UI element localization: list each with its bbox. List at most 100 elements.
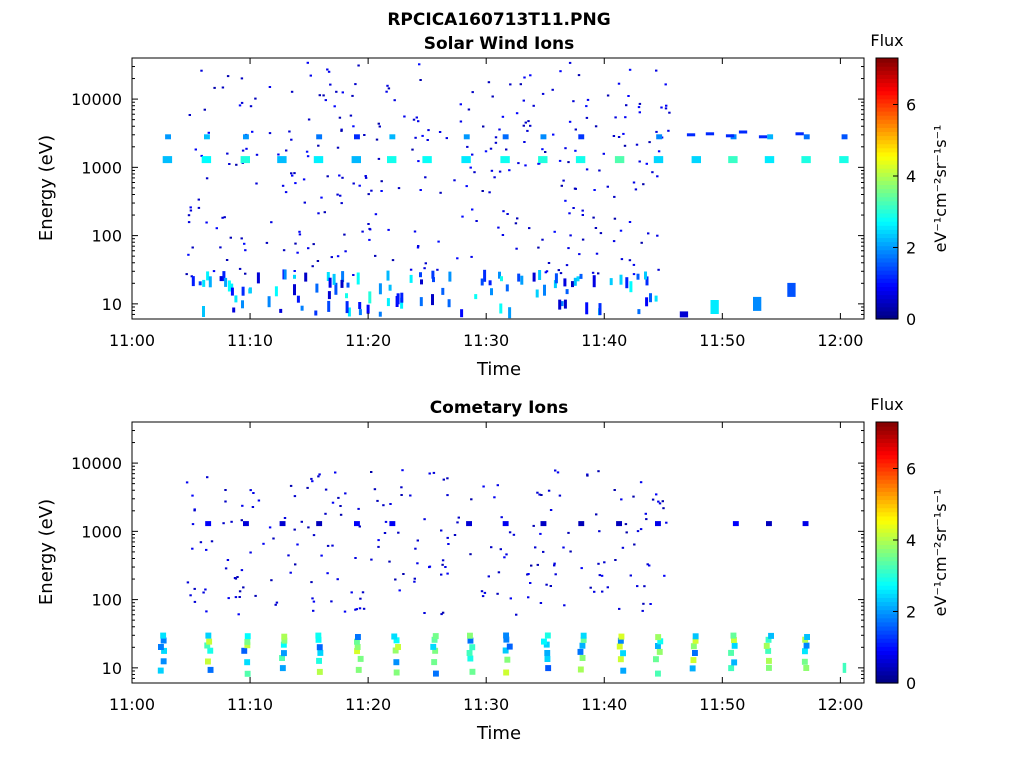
colorbar-segment — [876, 519, 898, 525]
heatmap-cell — [226, 152, 229, 155]
plot-frame — [131, 421, 865, 684]
heatmap-cell — [508, 307, 512, 319]
heatmap-cell — [461, 156, 471, 164]
heatmap-cell — [517, 162, 520, 165]
heatmap-cell — [329, 83, 332, 86]
heatmap-cell — [553, 564, 556, 567]
heatmap-cell — [293, 284, 296, 296]
heatmap-cell — [312, 609, 315, 612]
heatmap-cell — [538, 162, 541, 165]
heatmap-cell — [557, 269, 560, 272]
heatmap-cell — [710, 300, 719, 314]
heatmap-cell — [515, 613, 518, 616]
heatmap-cell — [275, 601, 279, 604]
heatmap-cell — [565, 264, 569, 267]
heatmap-cell — [340, 202, 343, 205]
heatmap-cell — [440, 613, 443, 616]
heatmap-cell — [367, 193, 370, 196]
heatmap-cell — [655, 493, 658, 496]
heatmap-cell — [340, 128, 343, 131]
heatmap-cell — [613, 489, 616, 491]
heatmap-cell — [580, 632, 587, 639]
heatmap-cell — [313, 156, 324, 164]
heatmap-cell — [193, 600, 197, 603]
colorbar-segment — [876, 302, 898, 308]
heatmap-cell — [568, 61, 572, 64]
heatmap-cell — [419, 189, 422, 191]
heatmap-cell — [380, 190, 383, 192]
heatmap-cell — [527, 573, 530, 575]
heatmap-cell — [205, 610, 208, 613]
heatmap-cell — [469, 166, 472, 169]
heatmap-cell — [578, 253, 581, 256]
heatmap-cell — [731, 637, 737, 643]
heatmap-cell — [467, 655, 474, 662]
y-tick-label: 10 — [102, 295, 122, 314]
heatmap-cell — [553, 280, 557, 289]
heatmap-cell — [581, 214, 584, 216]
heatmap-cell — [522, 124, 525, 127]
heatmap-cell — [655, 670, 661, 677]
heatmap-cell — [314, 310, 318, 316]
heatmap-cell — [320, 554, 323, 557]
heatmap-cell — [162, 156, 173, 164]
heatmap-cell — [628, 68, 632, 71]
heatmap-cell — [623, 144, 627, 147]
heatmap-cell — [326, 572, 329, 575]
heatmap-cell — [188, 114, 191, 116]
heatmap-cell — [392, 647, 399, 654]
heatmap-cell — [411, 148, 414, 151]
colorbar-segment — [876, 646, 898, 651]
heatmap-cell — [244, 659, 251, 666]
heatmap-cell — [316, 668, 323, 675]
heatmap-cell — [551, 88, 554, 91]
heatmap-cell — [306, 61, 309, 64]
heatmap-cell — [581, 209, 584, 212]
heatmap-cell — [212, 270, 216, 273]
heatmap-cell — [251, 130, 254, 133]
heatmap-cell — [541, 92, 545, 95]
heatmap-cell — [461, 215, 464, 218]
heatmap-cell — [648, 564, 651, 567]
heatmap-cell — [439, 191, 442, 194]
heatmap-cell — [344, 492, 347, 495]
heatmap-cell — [446, 536, 449, 539]
heatmap-cell — [354, 638, 360, 645]
heatmap-cell — [235, 163, 238, 166]
heatmap-cell — [529, 582, 532, 584]
heatmap-cell — [354, 648, 360, 655]
colorbar-segment — [876, 70, 898, 75]
heatmap-cell — [257, 499, 261, 502]
x-tick-label: 11:10 — [227, 695, 273, 714]
heatmap-cell — [625, 531, 628, 534]
heatmap-cell — [441, 563, 444, 566]
heatmap-cell — [544, 151, 547, 153]
heatmap-cell — [400, 486, 403, 489]
heatmap-cell — [293, 274, 296, 279]
heatmap-cell — [595, 513, 598, 516]
heatmap-cell — [571, 281, 574, 288]
colorbar-segment — [876, 621, 898, 627]
heatmap-cell — [544, 656, 551, 662]
heatmap-cell — [416, 539, 419, 542]
heatmap-cell — [193, 587, 196, 590]
colorbar-segment — [876, 532, 898, 537]
heatmap-cell — [520, 275, 524, 285]
heatmap-cell — [642, 602, 645, 605]
colorbar-segment — [876, 544, 898, 550]
heatmap-cell — [635, 143, 639, 146]
heatmap-cell — [765, 647, 772, 654]
heatmap-cell — [728, 665, 735, 672]
heatmap-cell — [228, 163, 231, 165]
heatmap-cell — [202, 279, 206, 287]
heatmap-cell — [377, 539, 380, 542]
heatmap-cell — [594, 125, 598, 128]
heatmap-cell — [409, 268, 413, 271]
colorbar-segment — [876, 62, 898, 67]
x-tick-label: 11:00 — [109, 331, 155, 350]
heatmap-cell — [628, 259, 632, 262]
heatmap-cell — [302, 178, 306, 181]
heatmap-cell — [475, 220, 478, 222]
heatmap-cell — [505, 284, 509, 292]
heatmap-cell — [270, 221, 273, 224]
